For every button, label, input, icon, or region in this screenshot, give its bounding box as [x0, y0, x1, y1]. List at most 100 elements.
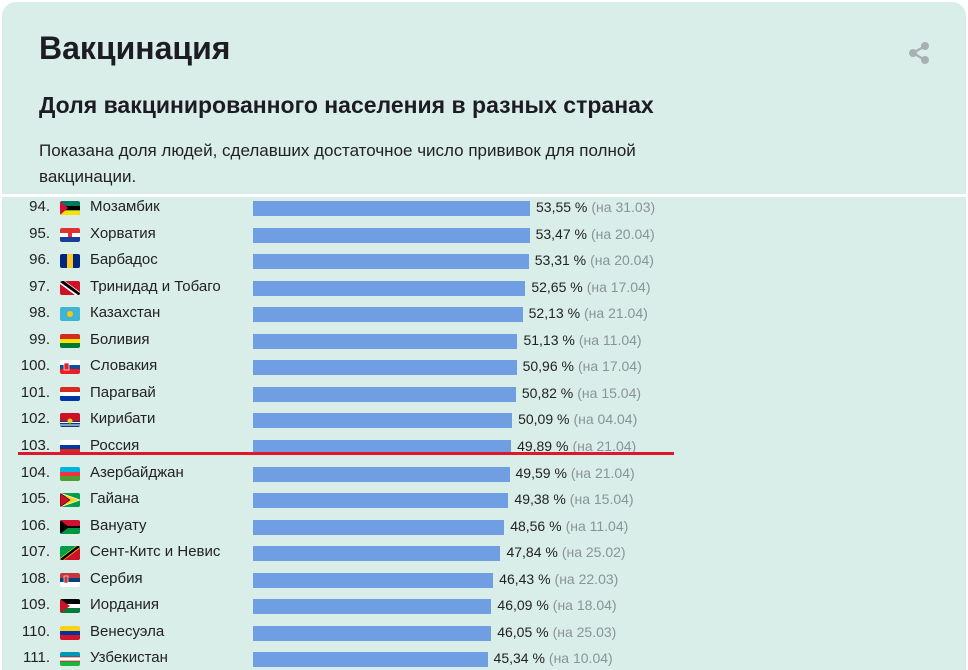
value-date: (на 10.04) — [548, 650, 613, 667]
country-name: Хорватия — [90, 224, 156, 242]
value-percent: 49,59 % — [515, 464, 567, 481]
flag-icon — [60, 652, 80, 667]
rank-label: 102. — [20, 410, 50, 428]
value-date: (на 31.03) — [591, 199, 656, 215]
flag-icon — [60, 254, 80, 269]
country-name: Иордания — [90, 596, 160, 614]
country-row: 105. Гайана 49,38 % (на 15.04) — [2, 487, 966, 513]
value-label: 53,55 % (на 31.03) — [536, 199, 655, 215]
country-row: 108. Сербия 46,43 % (на 22.03) — [2, 567, 966, 593]
rank-label: 99. — [29, 330, 50, 348]
value-percent: 48,56 % — [510, 517, 562, 534]
value-date: (на 18.04) — [552, 597, 617, 614]
country-name: Парагвай — [90, 383, 156, 401]
value-label: 49,59 % (на 21.04) — [516, 465, 635, 481]
country-row: 99. Боливия 51,13 % (на 11.04) — [2, 328, 966, 354]
country-row: 111. Узбекистан 45,34 % (на 10.04) — [2, 646, 966, 670]
value-percent: 45,34 % — [493, 650, 545, 667]
value-label: 51,13 % (на 11.04) — [523, 332, 641, 348]
value-date: (на 17.04) — [577, 358, 642, 375]
value-label: 47,84 % (на 25.02) — [506, 544, 625, 560]
flag-icon — [60, 307, 80, 322]
value-percent: 50,96 % — [522, 358, 574, 375]
flag-icon — [60, 227, 80, 242]
flag-icon — [60, 519, 80, 534]
country-name: Казахстан — [90, 304, 161, 322]
value-date: (на 25.03) — [552, 623, 617, 640]
value-percent: 50,09 % — [518, 411, 570, 428]
bar-азербайджан — [253, 466, 510, 482]
flag-icon — [60, 386, 80, 401]
value-label: 49,38 % (на 15.04) — [514, 491, 633, 507]
value-label: 50,96 % (на 17.04) — [523, 358, 642, 374]
rank-label: 106. — [20, 516, 50, 534]
bar-мозамбик — [253, 201, 530, 216]
bar-кирибати — [253, 413, 513, 429]
country-row: 100. Словакия 50,96 % (на 17.04) — [2, 354, 966, 380]
flag-icon — [60, 439, 80, 454]
country-row: 95. Хорватия 53,47 % (на 20.04) — [2, 222, 966, 248]
country-name: Барбадос — [90, 251, 158, 269]
country-name: Сент-Китс и Невис — [90, 543, 221, 561]
country-name: Мозамбик — [90, 198, 160, 215]
value-date: (на 15.04) — [569, 491, 634, 508]
chart-description: Показана доля людей, сделавших достаточн… — [39, 141, 636, 186]
value-date: (на 11.04) — [578, 331, 642, 348]
bar-вануату — [253, 519, 505, 535]
value-label: 53,47 % (на 20.04) — [536, 226, 655, 242]
card-header: Вакцинация Доля вакцинированного населен… — [2, 2, 966, 196]
bar-сербия — [253, 572, 494, 588]
value-label: 53,31 % (на 20.04) — [535, 252, 654, 268]
flag-icon — [60, 466, 80, 481]
value-date: (на 21.04) — [584, 305, 648, 322]
value-date: (на 17.04) — [586, 278, 651, 295]
flag-icon — [60, 572, 80, 587]
bar-казахстан — [253, 307, 523, 323]
value-date: (на 22.03) — [554, 570, 619, 587]
rank-label: 109. — [20, 596, 50, 614]
value-percent: 49,89 % — [517, 437, 569, 454]
bar-сент-китс-и-невис — [253, 546, 501, 562]
country-name: Азербайджан — [90, 463, 184, 481]
russia-highlight-line — [18, 452, 674, 455]
bar-венесуэла — [253, 625, 492, 641]
country-row: 109. Иордания 46,09 % (на 18.04) — [2, 593, 966, 619]
value-date: (на 20.04) — [590, 252, 654, 269]
value-percent: 52,65 % — [531, 278, 583, 295]
flag-icon — [60, 546, 80, 561]
rank-label: 100. — [20, 357, 50, 375]
value-label: 46,43 % (на 22.03) — [499, 571, 618, 587]
value-label: 50,09 % (на 04.04) — [518, 411, 637, 427]
bar-гайана — [253, 493, 509, 509]
value-percent: 50,82 % — [521, 384, 574, 401]
value-percent: 53,47 % — [535, 225, 587, 242]
country-name: Венесуэла — [90, 622, 165, 640]
value-percent: 53,31 % — [534, 252, 587, 269]
value-percent: 51,13 % — [523, 331, 575, 348]
value-date: (на 04.04) — [573, 411, 638, 428]
bar-парагвай — [253, 386, 516, 402]
value-label: 46,05 % (на 25.03) — [497, 624, 616, 640]
value-label: 48,56 % (на 11.04) — [510, 518, 628, 534]
value-percent: 46,43 % — [499, 570, 551, 587]
rank-label: 108. — [20, 569, 50, 587]
country-name: Узбекистан — [90, 649, 168, 667]
country-row: 107. Сент-Китс и Невис 47,84 % (на 25.02) — [2, 540, 966, 566]
rank-label: 94. — [29, 198, 50, 215]
country-row: 104. Азербайджан 49,59 % (на 21.04) — [2, 461, 966, 487]
value-label: 52,13 % (на 21.04) — [529, 305, 648, 321]
bar-тринидад-и-тобаго — [253, 280, 526, 296]
value-date: (на 21.04) — [572, 437, 637, 454]
country-row: 97. Тринидад и Тобаго 52,65 % (на 17.04) — [2, 275, 966, 301]
country-name: Кирибати — [90, 410, 156, 428]
rank-label: 95. — [29, 224, 50, 242]
country-name: Россия — [90, 436, 140, 454]
flag-icon — [60, 625, 80, 640]
chart-subtitle: Доля вакцинированного населения в разных… — [39, 92, 654, 118]
share-icon[interactable] — [906, 40, 932, 66]
value-percent: 49,38 % — [514, 491, 566, 508]
bar-словакия — [253, 360, 517, 376]
bar-боливия — [253, 333, 518, 349]
rank-label: 103. — [20, 436, 50, 454]
rank-label: 110. — [21, 622, 50, 640]
